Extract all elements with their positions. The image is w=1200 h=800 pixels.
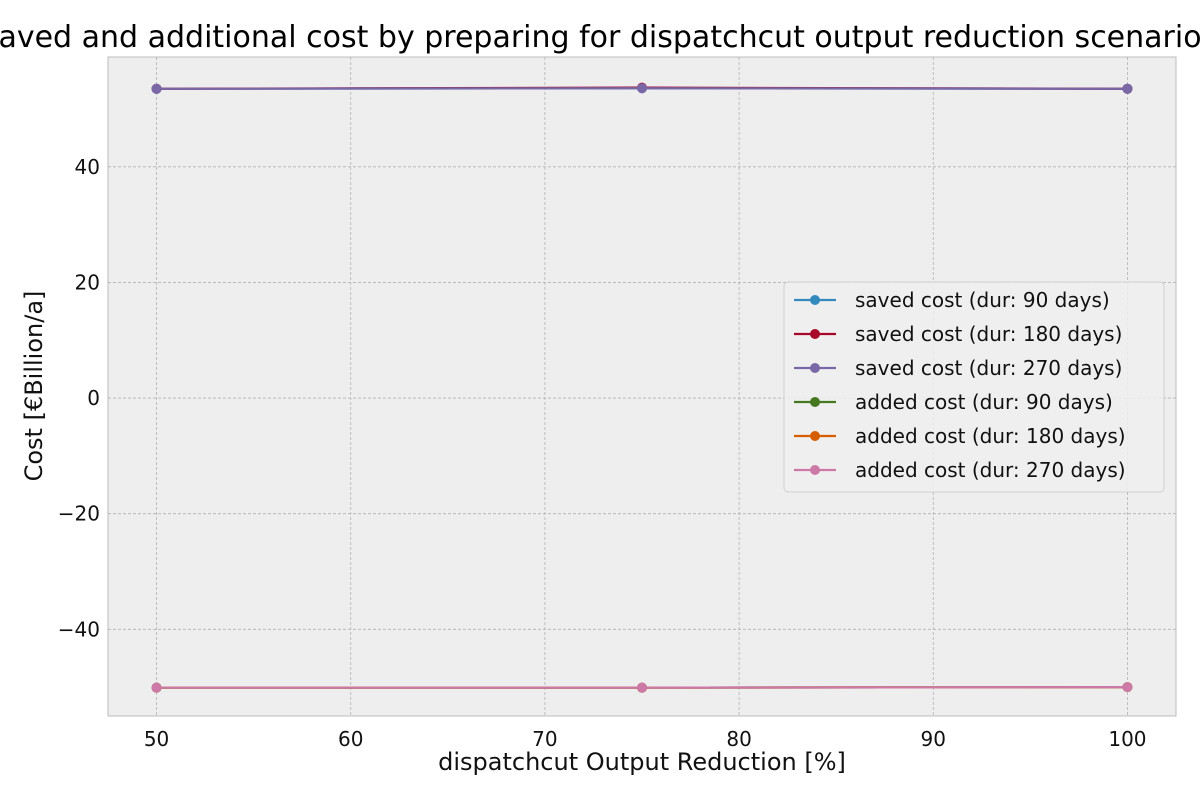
y-tick-label: −40 <box>58 617 100 641</box>
x-tick-labels: 50 60 70 80 90 100 <box>144 727 1147 751</box>
x-tick-label: 90 <box>921 727 946 751</box>
data-point <box>1122 682 1133 693</box>
y-tick-label: −20 <box>58 502 100 526</box>
data-series <box>151 82 1133 693</box>
legend-label: saved cost (dur: 270 days) <box>855 356 1122 380</box>
x-tick-label: 70 <box>532 727 557 751</box>
series-6 <box>151 682 1133 693</box>
series-3 <box>151 83 1133 94</box>
y-tick-label: 0 <box>87 386 100 410</box>
data-point <box>637 83 647 94</box>
legend-label: added cost (dur: 90 days) <box>855 390 1113 414</box>
legend-label: saved cost (dur: 180 days) <box>855 322 1122 346</box>
legend-item: saved cost (dur: 90 days) <box>794 288 1110 312</box>
x-tick-label: 80 <box>726 727 751 751</box>
legend-label: saved cost (dur: 90 days) <box>855 288 1110 312</box>
y-axis-label: Cost [€Billion/a] <box>20 291 48 482</box>
legend-marker <box>810 329 820 339</box>
y-tick-label: 40 <box>75 155 100 179</box>
x-tick-label: 60 <box>338 727 363 751</box>
legend-marker <box>810 465 820 475</box>
legend-item: saved cost (dur: 180 days) <box>794 322 1122 346</box>
legend-marker <box>810 363 820 373</box>
y-tick-labels: −40 −20 0 20 40 <box>58 155 100 641</box>
x-tick-label: 50 <box>144 727 169 751</box>
x-tick-label: 100 <box>1108 727 1146 751</box>
legend-marker <box>810 431 820 441</box>
legend: saved cost (dur: 90 days) saved cost (dur… <box>783 281 1165 493</box>
legend-box <box>783 281 1165 493</box>
x-axis-label: dispatchcut Output Reduction [%] <box>438 748 846 776</box>
data-point <box>637 682 647 693</box>
data-point <box>151 682 162 693</box>
legend-item: added cost (dur: 270 days) <box>794 458 1126 482</box>
legend-marker <box>810 295 820 305</box>
legend-items: saved cost (dur: 90 days) saved cost (dur… <box>794 288 1126 482</box>
legend-item: added cost (dur: 180 days) <box>794 424 1126 448</box>
y-tick-label: 20 <box>75 270 100 294</box>
data-point <box>1122 83 1133 94</box>
legend-item: saved cost (dur: 270 days) <box>794 356 1122 380</box>
chart-title: saved and additional cost by preparing f… <box>0 20 1200 55</box>
legend-label: added cost (dur: 270 days) <box>855 458 1126 482</box>
legend-item: added cost (dur: 90 days) <box>794 390 1113 414</box>
data-point <box>151 83 162 94</box>
legend-marker <box>810 397 820 407</box>
legend-label: added cost (dur: 180 days) <box>855 424 1126 448</box>
